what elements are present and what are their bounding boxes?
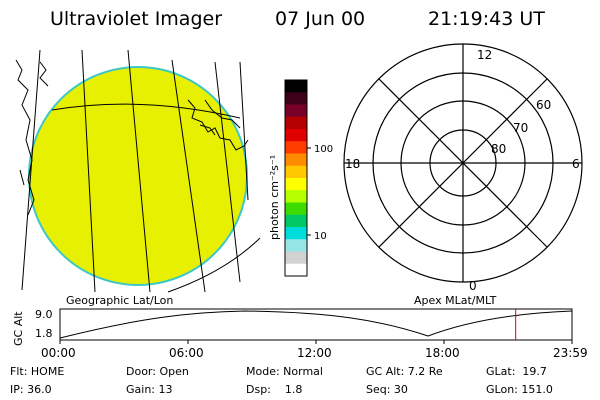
xtick-2359: 23:59 [553, 346, 588, 360]
color-bar-segment [285, 227, 307, 240]
polar-labels: 12 6 18 0 60 70 80 [345, 48, 580, 293]
xtick-1800: 18:00 [425, 346, 460, 360]
colorbar-tick-100: 100 [314, 144, 333, 155]
color-bar-segment [285, 80, 307, 93]
time-label: 21:19:43 UT [428, 8, 545, 30]
color-bar-segment [285, 141, 307, 154]
status-gc-alt: GC Alt: 7.2 Re [366, 365, 443, 378]
status-glon: GLon: 151.0 [486, 383, 553, 396]
colorbar-unit-label: photon cm⁻²s⁻¹ [268, 155, 281, 240]
status-gain: Gain: 13 [126, 383, 173, 396]
altitude-ytick-bottom: 1.8 [35, 327, 53, 340]
color-bar-segment [285, 239, 307, 252]
lat-label-80: 80 [491, 142, 506, 156]
mlt-label-6: 6 [572, 157, 580, 171]
color-bar-frame [284, 79, 308, 277]
status-seq: Seq: 30 [366, 383, 408, 396]
apex-title: Apex MLat/MLT [414, 294, 497, 307]
altitude-ylabel: GC Alt [12, 311, 25, 346]
color-bar-segment [285, 129, 307, 142]
xtick-0000: 00:00 [41, 346, 76, 360]
polar-plot [343, 43, 583, 283]
coastline-east [187, 99, 249, 151]
color-bar-segment [285, 214, 307, 228]
color-bar-segment [285, 104, 307, 118]
colorbar-tick-10: 10 [314, 231, 327, 242]
geographic-map [15, 49, 261, 293]
color-bar-segment [285, 178, 307, 191]
color-bar-segment [285, 190, 307, 203]
lat-label-70: 70 [513, 121, 528, 135]
color-bar-segment [285, 153, 307, 167]
coastline-west [15, 59, 49, 216]
status-ip: IP: 36.0 [10, 383, 52, 396]
mlt-label-0: 0 [469, 279, 477, 293]
altitude-plot [59, 308, 573, 344]
color-bar-segment [285, 165, 307, 179]
altitude-ytick-top: 9.0 [35, 308, 53, 321]
instrument-title: Ultraviolet Imager [50, 8, 223, 30]
terminator-arc [167, 237, 261, 293]
disk-speckle [29, 67, 247, 285]
status-door: Door: Open [126, 365, 189, 378]
altitude-curve [59, 310, 573, 339]
status-flt: Flt: HOME [10, 365, 65, 378]
lat-label-60: 60 [536, 98, 551, 112]
xtick-0600: 06:00 [169, 346, 204, 360]
polar-diagonal-2 [378, 78, 548, 248]
color-bar-segment [285, 92, 307, 105]
mlt-label-18: 18 [345, 157, 360, 171]
status-glat: GLat: 19.7 [486, 365, 547, 378]
altitude-x-labels: 00:00 06:00 12:00 18:00 23:59 [41, 346, 588, 360]
color-bar [285, 80, 307, 277]
meridian-lines [21, 49, 249, 293]
color-bar-segment [285, 263, 307, 277]
geographic-title: Geographic Lat/Lon [66, 294, 173, 307]
status-dsp: Dsp: 1.8 [246, 383, 303, 396]
mlt-label-12: 12 [477, 48, 492, 62]
color-bar-segment [285, 251, 307, 265]
color-bar-segment [285, 116, 307, 130]
color-bar-segment [285, 202, 307, 216]
status-mode: Mode: Normal [246, 365, 323, 378]
altitude-x-ticks [59, 340, 573, 344]
xtick-1200: 12:00 [297, 346, 332, 360]
date-label: 07 Jun 00 [275, 8, 366, 30]
